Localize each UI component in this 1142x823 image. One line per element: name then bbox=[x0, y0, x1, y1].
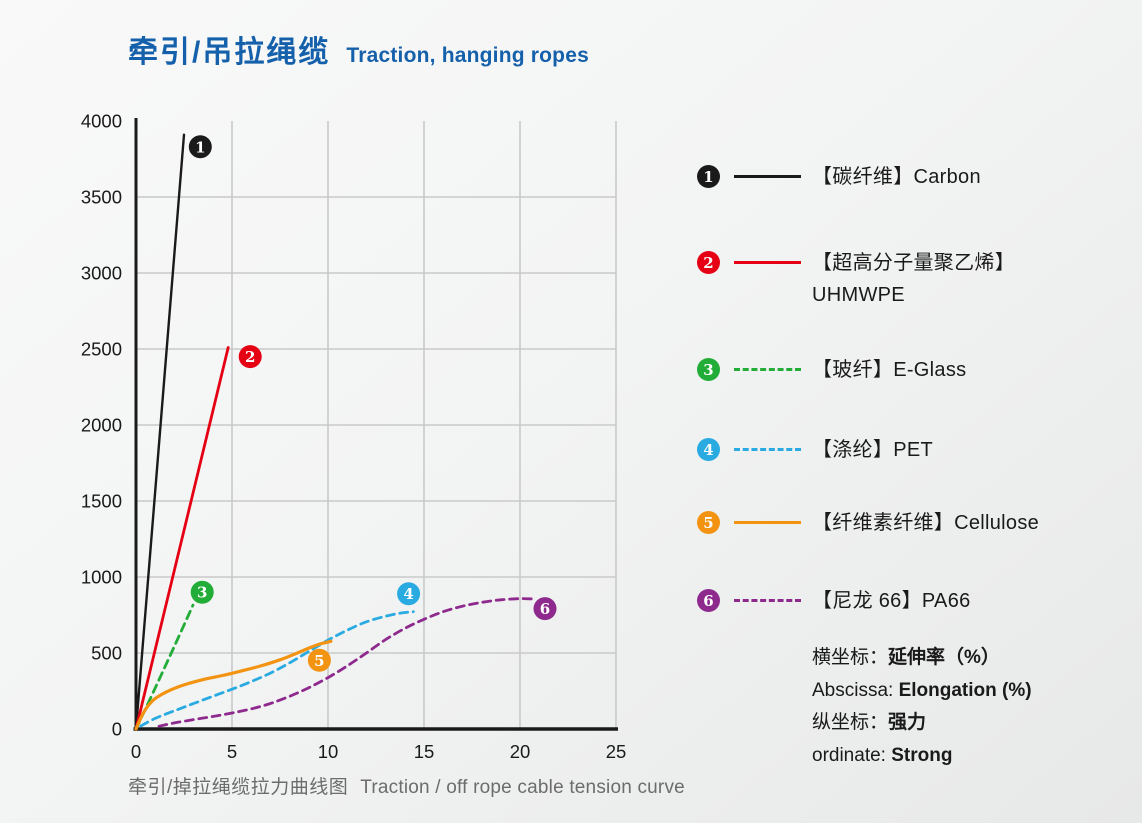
y-tick-label: 500 bbox=[91, 643, 122, 664]
legend-label-5-line1: 【纤维素纤维】Cellulose bbox=[812, 512, 1040, 534]
y-tick-label: 1500 bbox=[81, 491, 122, 512]
legend-label-2-line1: 【超高分子量聚乙烯】 bbox=[812, 252, 1015, 274]
abscissa-note-zh: 横坐标：延伸率（%） bbox=[812, 642, 1032, 675]
legend-line-sample-6 bbox=[734, 599, 801, 602]
chart-caption-en: Traction / off rope cable tension curve bbox=[360, 777, 685, 798]
chart-caption: 牵引/掉拉绳缆拉力曲线图 Traction / off rope cable te… bbox=[128, 772, 685, 799]
legend-badge-5: 5 bbox=[697, 511, 720, 534]
series-badge-3 bbox=[190, 580, 214, 604]
legend-item-eglass: 3 【玻纤】E-Glass bbox=[697, 354, 966, 386]
axis-notes: 横坐标：延伸率（%） Abscissa: Elongation (%) 纵坐标：… bbox=[812, 642, 1032, 772]
legend-line-sample-2 bbox=[734, 261, 801, 264]
abscissa-note-zh-value: 延伸率（%） bbox=[888, 647, 1000, 668]
series-badge-number-3: 3 bbox=[197, 584, 207, 602]
legend-badge-3: 3 bbox=[697, 358, 720, 381]
x-tick-label: 10 bbox=[318, 741, 339, 762]
series-badge-1 bbox=[188, 135, 212, 159]
y-tick-label: 1000 bbox=[81, 567, 122, 588]
ordinate-note-en-prefix: ordinate: bbox=[812, 744, 892, 766]
legend-line-sample-5 bbox=[734, 521, 801, 524]
chart-caption-zh: 牵引/掉拉绳缆拉力曲线图 bbox=[128, 777, 349, 798]
series-badge-number-6: 6 bbox=[540, 600, 550, 618]
y-tick-label: 3000 bbox=[81, 263, 122, 284]
series-badge-number-5: 5 bbox=[314, 652, 324, 670]
legend-item-uhmwpe: 2 【超高分子量聚乙烯】 UHMWPE bbox=[697, 247, 1015, 311]
series-badge-number-1: 1 bbox=[195, 138, 205, 156]
x-tick-label: 20 bbox=[510, 741, 531, 762]
ordinate-note-en-value: Strong bbox=[891, 744, 953, 766]
legend-label-4: 【涤纶】PET bbox=[812, 434, 933, 466]
abscissa-note-zh-prefix: 横坐标： bbox=[812, 647, 889, 668]
legend-item-carbon: 1 【碳纤维】Carbon bbox=[697, 161, 981, 193]
legend-line-sample-1 bbox=[734, 175, 801, 178]
series-badge-number-2: 2 bbox=[245, 348, 255, 366]
ordinate-note-zh-prefix: 纵坐标： bbox=[812, 712, 889, 733]
ordinate-note-zh: 纵坐标：强力 bbox=[812, 707, 1032, 740]
legend-line-sample-4 bbox=[734, 448, 801, 451]
page-title: 牵引/吊拉绳缆 Traction, hanging ropes bbox=[128, 27, 589, 71]
series-curve-cellulose bbox=[134, 639, 333, 731]
series-badge-6 bbox=[533, 597, 557, 621]
y-tick-label: 3500 bbox=[81, 187, 122, 208]
x-tick-label: 5 bbox=[227, 741, 237, 762]
series-badge-4 bbox=[397, 582, 421, 606]
series-curve-pa66 bbox=[157, 597, 534, 728]
legend-label-2-line2: UHMWPE bbox=[812, 284, 905, 306]
y-tick-label: 2500 bbox=[81, 339, 122, 360]
x-tick-label: 15 bbox=[414, 741, 435, 762]
legend-badge-4: 4 bbox=[697, 438, 720, 461]
y-tick-label: 2000 bbox=[81, 415, 122, 436]
x-tick-label: 0 bbox=[131, 741, 141, 762]
legend-label-1: 【碳纤维】Carbon bbox=[812, 161, 981, 193]
legend-label-3: 【玻纤】E-Glass bbox=[812, 354, 966, 386]
y-tick-label: 0 bbox=[112, 719, 122, 740]
series-curve-pet bbox=[139, 610, 415, 728]
abscissa-note-en-prefix: Abscissa: bbox=[812, 679, 899, 701]
legend-line-sample-3 bbox=[734, 368, 801, 371]
abscissa-note-en: Abscissa: Elongation (%) bbox=[812, 675, 1032, 708]
series-badge-2 bbox=[238, 345, 262, 369]
legend-item-pa66: 6 【尼龙 66】PA66 bbox=[697, 585, 971, 617]
legend-label-6-line1: 【尼龙 66】PA66 bbox=[812, 590, 971, 612]
legend-label-3-line1: 【玻纤】E-Glass bbox=[812, 359, 967, 381]
legend-item-pet: 4 【涤纶】PET bbox=[697, 434, 933, 466]
legend-badge-2: 2 bbox=[697, 251, 720, 274]
series-curve-carbon bbox=[134, 133, 186, 731]
page-title-zh: 牵引/吊拉绳缆 bbox=[128, 36, 331, 69]
legend-label-2: 【超高分子量聚乙烯】 UHMWPE bbox=[812, 247, 1015, 311]
legend-label-6: 【尼龙 66】PA66 bbox=[812, 585, 971, 617]
legend-label-4-line1: 【涤纶】PET bbox=[812, 439, 933, 461]
series-badge-number-4: 4 bbox=[403, 585, 413, 603]
legend-item-cellulose: 5 【纤维素纤维】Cellulose bbox=[697, 507, 1039, 539]
series-badge-5 bbox=[307, 648, 331, 672]
legend-label-5: 【纤维素纤维】Cellulose bbox=[812, 507, 1039, 539]
abscissa-note-en-value: Elongation (%) bbox=[898, 679, 1032, 701]
legend-badge-1: 1 bbox=[697, 165, 720, 188]
legend-label-1-line1: 【碳纤维】Carbon bbox=[812, 166, 981, 188]
ordinate-note-zh-value: 强力 bbox=[888, 712, 927, 733]
x-tick-label: 25 bbox=[606, 741, 627, 762]
series-curve-uhmwpe bbox=[134, 346, 230, 731]
y-tick-label: 4000 bbox=[81, 111, 122, 132]
page-title-en: Traction, hanging ropes bbox=[346, 44, 589, 67]
ordinate-note-en: ordinate: Strong bbox=[812, 740, 1032, 773]
legend-badge-6: 6 bbox=[697, 589, 720, 612]
